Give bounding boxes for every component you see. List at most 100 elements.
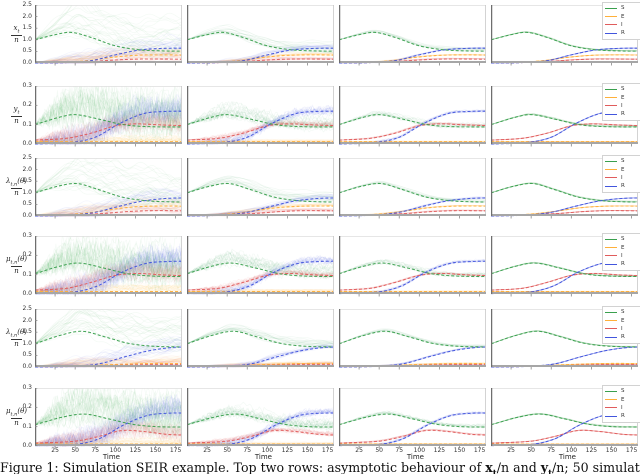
y-tick-label: 0.3 bbox=[22, 232, 32, 239]
legend-label-S: S bbox=[621, 158, 625, 165]
legend-I-line-icon bbox=[605, 105, 617, 107]
legend-label-S: S bbox=[621, 388, 625, 395]
legend-label-E: E bbox=[621, 94, 625, 101]
row-ylabel-5: λt,n(θ) n bbox=[0, 328, 33, 348]
plot-panel-r1-c1 bbox=[35, 5, 182, 68]
y-tick-label: 1.0 bbox=[22, 35, 32, 43]
legend-label-S: S bbox=[621, 309, 625, 316]
legend-entry-S: S bbox=[605, 157, 640, 165]
ylabel-denominator: n bbox=[0, 116, 33, 125]
legend-label-E: E bbox=[621, 244, 625, 251]
plot-panel-r6-c1 bbox=[35, 388, 182, 451]
legend-label-S: S bbox=[621, 236, 625, 243]
row-ylabel-1: xt n bbox=[0, 24, 33, 44]
y-tick-label: 2.5 bbox=[22, 305, 32, 312]
legend-label-R: R bbox=[621, 111, 625, 118]
ylabel-denominator: n bbox=[0, 266, 33, 275]
legend-label-E: E bbox=[621, 166, 625, 173]
legend-label-E: E bbox=[621, 13, 625, 20]
plot-panel-r5-c1 bbox=[35, 309, 182, 372]
plot-panel-r6-c2 bbox=[187, 388, 334, 451]
legend-R-line-icon bbox=[605, 185, 617, 187]
y-tick-label: 0.0 bbox=[22, 212, 32, 219]
plot-panel-r1-c2 bbox=[187, 5, 334, 68]
legend-entry-I: I bbox=[605, 325, 640, 333]
legend-E-line-icon bbox=[605, 97, 617, 99]
legend-I-line-icon bbox=[605, 255, 617, 257]
legend-entry-I: I bbox=[605, 21, 640, 29]
legend-entry-E: E bbox=[605, 316, 640, 324]
y-tick-label: 0.2 bbox=[22, 251, 32, 259]
legend-entry-I: I bbox=[605, 102, 640, 110]
y-tick-label: 2.0 bbox=[22, 316, 32, 324]
legend-label-S: S bbox=[621, 86, 625, 93]
y-tick-label: 0.0 bbox=[22, 442, 32, 449]
legend-R-line-icon bbox=[605, 32, 617, 34]
plot-panel-r2-c1 bbox=[35, 86, 182, 149]
caption-segment: Figure 1: Simulation SEIR example. Top t… bbox=[0, 460, 486, 474]
legend-label-R: R bbox=[621, 334, 625, 341]
ylabel-denominator: n bbox=[0, 35, 33, 44]
y-tick-label: 0.5 bbox=[22, 351, 32, 359]
plot-panel-r3-c2 bbox=[187, 158, 334, 221]
plot-panel-r6-c3 bbox=[339, 388, 486, 451]
legend-entry-S: S bbox=[605, 387, 640, 395]
legend-label-R: R bbox=[621, 261, 625, 268]
ylabel-numerator: yt bbox=[13, 105, 20, 116]
ylabel-numerator: λt,n(θ) bbox=[6, 328, 27, 339]
caption-segment: /n bbox=[496, 460, 510, 474]
plot-panel-r3-c1 bbox=[35, 158, 182, 221]
legend-entry-I: I bbox=[605, 252, 640, 260]
ylabel-numerator: μt,n(θ) bbox=[5, 255, 28, 266]
plot-panel-r3-c3 bbox=[339, 158, 486, 221]
y-tick-label: 1.5 bbox=[22, 24, 32, 32]
y-tick-label: 0.0 bbox=[22, 59, 32, 66]
legend-I-line-icon bbox=[605, 328, 617, 330]
y-tick-label: 2.5 bbox=[22, 1, 32, 8]
ylabel-denominator: n bbox=[0, 418, 33, 427]
y-tick-label: 2.5 bbox=[22, 154, 32, 161]
y-tick-label: 0.2 bbox=[22, 403, 32, 411]
x-axis-title-col3: Time bbox=[406, 453, 424, 461]
row-ylabel-4: μt,n(θ) n bbox=[0, 255, 33, 275]
y-tick-label: 1.5 bbox=[22, 328, 32, 336]
caption-segment: and bbox=[509, 460, 541, 474]
plot-panel-r5-c3 bbox=[339, 309, 486, 372]
plot-panel-r2-c2 bbox=[187, 86, 334, 149]
legend-label-S: S bbox=[621, 5, 625, 12]
y-tick-label: 2.0 bbox=[22, 12, 32, 20]
y-tick-label: 2.0 bbox=[22, 165, 32, 173]
legend-label-E: E bbox=[621, 317, 625, 324]
legend-S-line-icon bbox=[605, 390, 617, 392]
plot-panel-r5-c2 bbox=[187, 309, 334, 372]
y-tick-label: 0.0 bbox=[22, 140, 32, 147]
legend-E-line-icon bbox=[605, 320, 617, 322]
x-axis-title-col1: Time bbox=[102, 453, 120, 461]
legend-E-line-icon bbox=[605, 16, 617, 18]
legend-I-line-icon bbox=[605, 177, 617, 179]
y-tick-label: 0.1 bbox=[22, 270, 32, 278]
ylabel-denominator: n bbox=[0, 339, 33, 348]
legend-label-I: I bbox=[621, 252, 623, 259]
y-tick-label: 1.0 bbox=[22, 188, 32, 196]
plot-panel-r2-c3 bbox=[339, 86, 486, 149]
legend-S-line-icon bbox=[605, 238, 617, 240]
legend-label-I: I bbox=[621, 102, 623, 109]
legend-label-I: I bbox=[621, 174, 623, 181]
y-tick-label: 0.3 bbox=[22, 82, 32, 89]
legend-label-R: R bbox=[621, 183, 625, 190]
plot-panel-r4-c3 bbox=[339, 236, 486, 299]
caption-segment: ; 50 simulations from bbox=[564, 460, 640, 474]
y-tick-label: 0.0 bbox=[22, 290, 32, 297]
y-tick-label: 0.1 bbox=[22, 422, 32, 430]
legend-entry-I: I bbox=[605, 404, 640, 412]
legend-E-line-icon bbox=[605, 247, 617, 249]
caption-segment: y bbox=[540, 460, 549, 474]
legend-entry-S: S bbox=[605, 4, 640, 12]
plot-panel-r4-c2 bbox=[187, 236, 334, 299]
